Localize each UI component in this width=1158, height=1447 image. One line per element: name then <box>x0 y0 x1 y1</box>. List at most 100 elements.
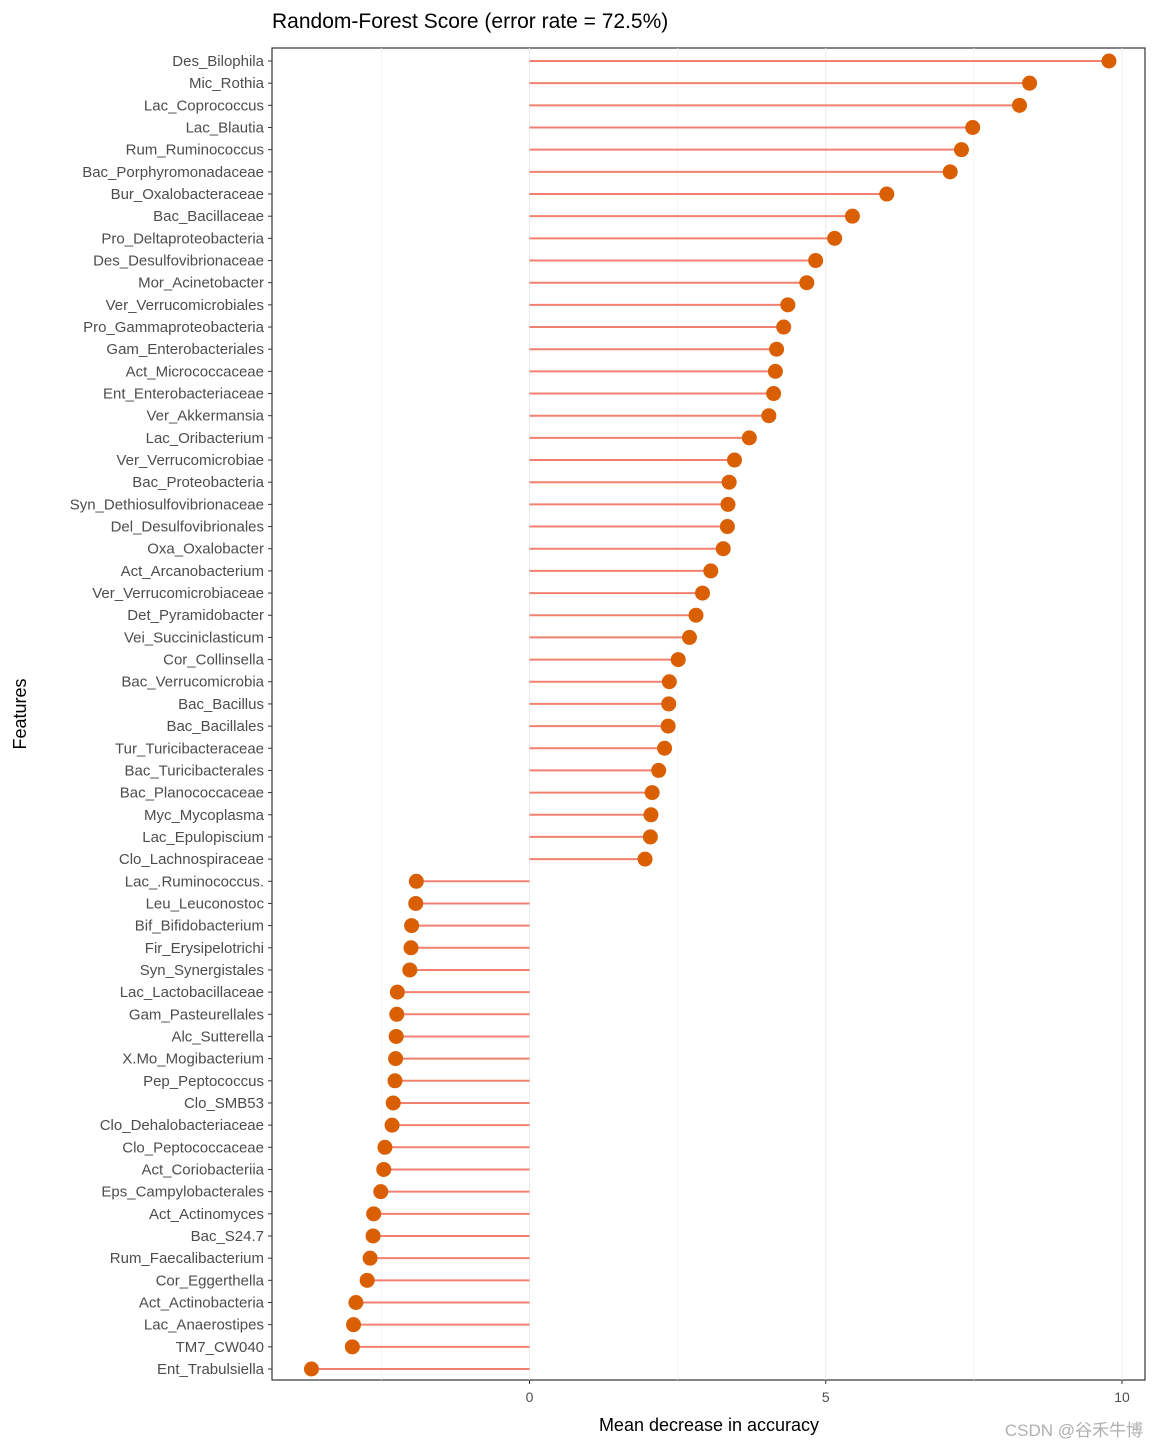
lollipop-point <box>721 474 737 490</box>
y-tick-label: Act_Actinomyces <box>149 1206 264 1223</box>
y-tick-label: Bac_Porphyromonadaceae <box>82 164 264 181</box>
y-tick-label: Rum_Ruminococcus <box>126 142 264 159</box>
y-tick-label: Lac_Oribacterium <box>146 430 264 447</box>
lollipop-point <box>766 386 782 402</box>
lollipop-point <box>657 740 673 756</box>
y-tick-label: Clo_Dehalobacteriaceae <box>100 1117 264 1134</box>
y-tick-label: Ver_Verrucomicrobiaceae <box>92 585 264 602</box>
lollipop-point <box>703 563 719 579</box>
y-tick-label: Bac_Turicibacterales <box>124 762 264 779</box>
y-tick-label: Fir_Erysipelotrichi <box>145 940 264 957</box>
lollipop-point <box>373 1184 389 1200</box>
y-tick-label: Bac_S24.7 <box>191 1228 264 1245</box>
lollipop-point <box>362 1250 378 1266</box>
y-tick-label: Mor_Acinetobacter <box>138 275 264 292</box>
x-tick-label: 5 <box>822 1389 830 1405</box>
lollipop-point <box>799 275 815 291</box>
lollipop-point <box>661 696 677 712</box>
y-tick-label: Ver_Verrucomicrobiales <box>106 297 264 314</box>
y-tick-label: X.Mo_Mogibacterium <box>122 1051 264 1068</box>
y-tick-label: Act_Micrococcaceae <box>126 363 264 380</box>
lollipop-point <box>366 1206 382 1222</box>
y-tick-label: Gam_Enterobacteriales <box>106 341 264 358</box>
y-axis-title: Features <box>10 678 30 749</box>
y-tick-label: Cor_Eggerthella <box>156 1272 265 1289</box>
lollipop-point <box>808 253 824 269</box>
y-tick-label: Vei_Succiniclasticum <box>124 629 264 646</box>
lollipop-point <box>1022 75 1038 91</box>
lollipop-point <box>727 452 743 468</box>
y-tick-label: Ent_Enterobacteriaceae <box>103 386 264 403</box>
lollipop-point <box>780 297 796 313</box>
lollipop-point <box>346 1317 362 1333</box>
y-tick-label: Act_Actinobacteria <box>139 1294 265 1311</box>
y-tick-label: Leu_Leuconostoc <box>146 895 265 912</box>
lollipop-point <box>681 629 697 645</box>
lollipop-point <box>387 1073 403 1089</box>
lollipop-point <box>660 718 676 734</box>
lollipop-point <box>741 430 757 446</box>
y-tick-label: Alc_Sutterella <box>171 1028 264 1045</box>
lollipop-point <box>359 1272 375 1288</box>
lollipop-point <box>348 1294 364 1310</box>
lollipop-point <box>715 541 731 557</box>
y-tick-label: Bac_Proteobacteria <box>132 474 264 491</box>
y-tick-label: Ent_Trabulsiella <box>157 1361 265 1378</box>
lollipop-point <box>769 341 785 357</box>
lollipop-point <box>1101 53 1117 69</box>
lollipop-point <box>661 674 677 690</box>
lollipop-point <box>389 1006 405 1022</box>
lollipop-point <box>644 785 660 801</box>
lollipop-point <box>376 1161 392 1177</box>
y-tick-label: Clo_Lachnospiraceae <box>119 851 264 868</box>
lollipop-point <box>402 962 418 978</box>
y-tick-label: Oxa_Oxalobacter <box>147 541 264 558</box>
lollipop-point <box>761 408 777 424</box>
lollipop-point <box>642 829 658 845</box>
x-tick-labels: 0 5 10 <box>526 1380 1130 1405</box>
lollipop-point <box>404 918 420 934</box>
y-tick-label: Bif_Bifidobacterium <box>135 918 264 935</box>
y-tick-label: Act_Coriobacteriia <box>141 1161 264 1178</box>
lollipop-point <box>365 1228 381 1244</box>
y-tick-label: Lac_Epulopiscium <box>142 829 264 846</box>
lollipop-point <box>695 585 711 601</box>
y-tick-label: TM7_CW040 <box>176 1339 264 1356</box>
y-tick-label: Act_Arcanobacterium <box>121 563 264 580</box>
lollipop-point <box>389 984 405 1000</box>
y-tick-label: Cor_Collinsella <box>163 652 265 669</box>
lollipop-point <box>388 1028 404 1044</box>
lollipop-point <box>965 120 981 136</box>
lollipop-point <box>719 519 735 535</box>
y-tick-label: Clo_Peptococcaceae <box>122 1139 264 1156</box>
lollipop-point <box>844 208 860 224</box>
y-tick-label: Syn_Dethiosulfovibrionaceae <box>70 496 264 513</box>
y-tick-labels: Des_Bilophila Mic_Rothia Lac_Coprococcus La… <box>70 53 272 1378</box>
lollipop-point <box>776 319 792 335</box>
lollipop-point <box>879 186 895 202</box>
plot-panel <box>271 47 1146 1381</box>
y-tick-label: Lac_.Ruminococcus. <box>125 873 264 890</box>
chart-title: Random-Forest Score (error rate = 72.5%) <box>272 10 668 33</box>
y-tick-label: Clo_SMB53 <box>184 1095 264 1112</box>
lollipop-point <box>377 1139 393 1155</box>
x-tick-label: 10 <box>1114 1389 1130 1405</box>
y-tick-label: Lac_Anaerostipes <box>144 1317 264 1334</box>
lollipop-point <box>643 807 659 823</box>
x-tick-label: 0 <box>526 1389 534 1405</box>
y-tick-label: Del_Desulfovibrionales <box>111 519 264 536</box>
lollipop-point <box>384 1117 400 1133</box>
y-tick-label: Bac_Planococcaceae <box>120 785 264 802</box>
y-tick-label: Pep_Peptococcus <box>143 1073 264 1090</box>
watermark-text: CSDN @谷禾牛博 <box>1005 1421 1143 1440</box>
y-tick-label: Lac_Lactobacillaceae <box>120 984 264 1001</box>
y-tick-label: Des_Bilophila <box>172 53 264 70</box>
lollipop-point <box>385 1095 401 1111</box>
lollipop-point <box>942 164 958 180</box>
y-tick-label: Lac_Blautia <box>186 120 265 137</box>
y-tick-label: Bac_Bacillales <box>166 718 264 735</box>
lollipop-point <box>827 230 843 246</box>
y-tick-label: Det_Pyramidobacter <box>127 607 264 624</box>
lollipop-point <box>688 607 704 623</box>
y-tick-label: Bac_Bacillaceae <box>153 208 264 225</box>
